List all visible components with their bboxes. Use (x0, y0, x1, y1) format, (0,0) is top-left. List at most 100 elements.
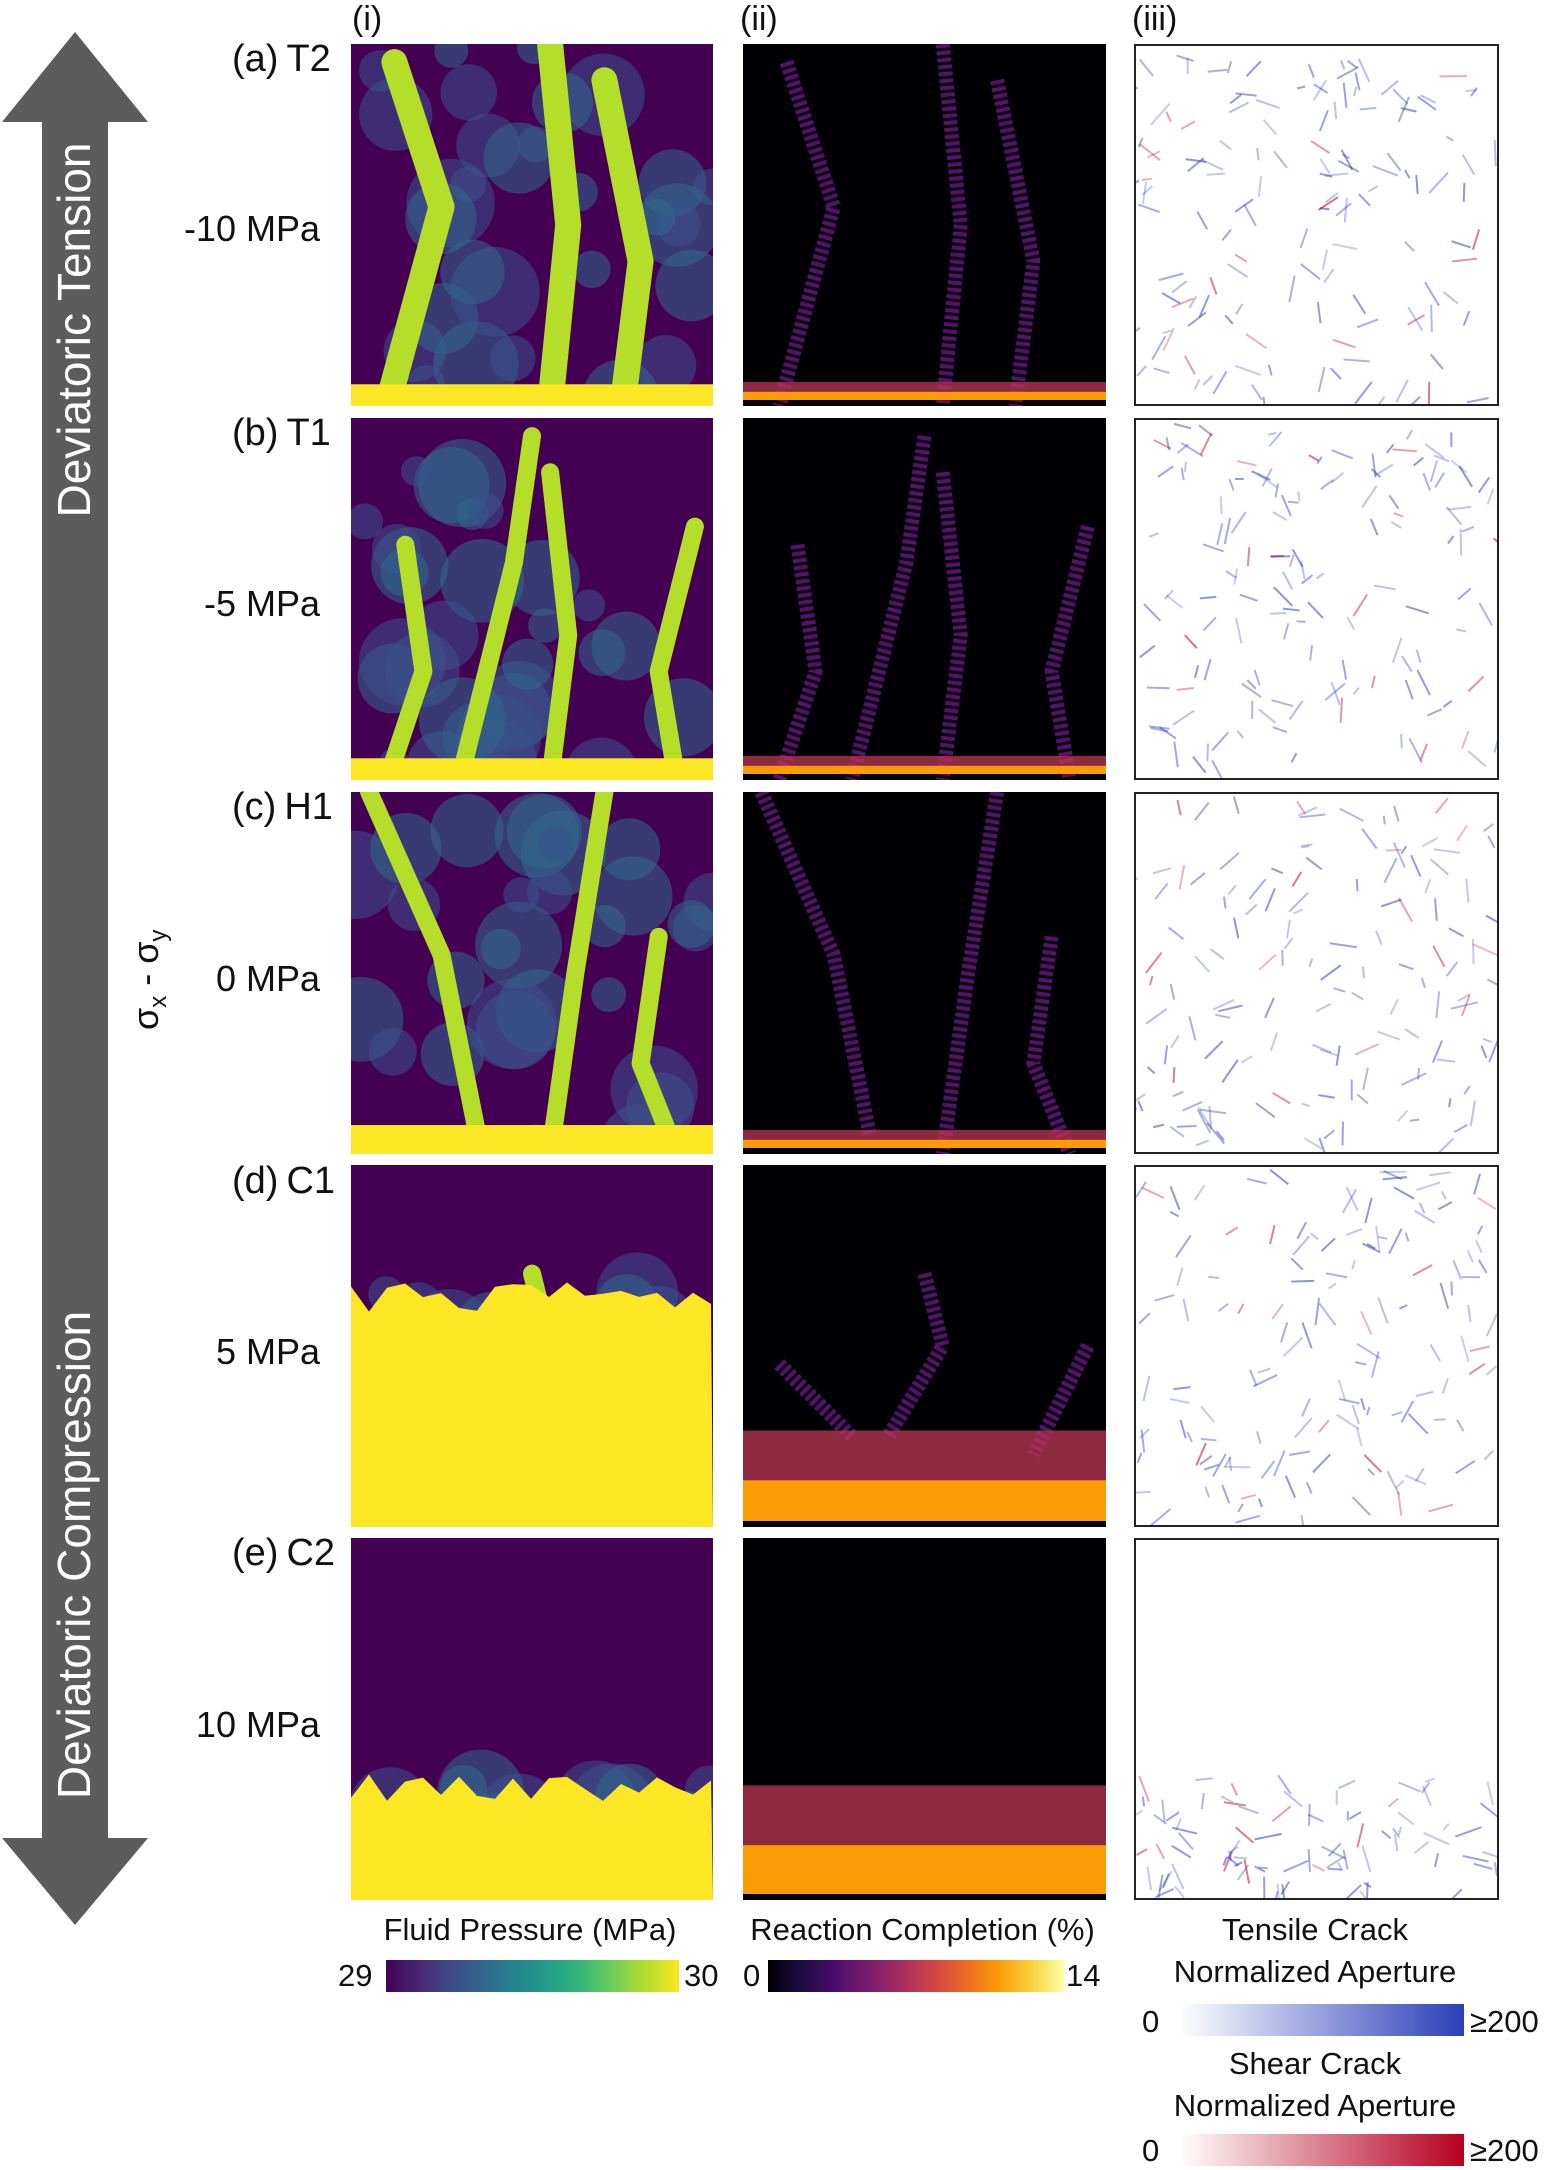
shear-crack (1460, 994, 1471, 1017)
tensile-crack (1280, 1321, 1289, 1343)
tensile-crack (1212, 1453, 1227, 1477)
tensile-crack (1227, 263, 1249, 278)
shear-crack (1387, 1797, 1400, 1808)
tensile-crack (1152, 1123, 1165, 1129)
tensile-crack (1312, 1043, 1332, 1054)
tensile-crack (1462, 310, 1471, 326)
tensile-crack (1269, 1032, 1279, 1052)
tensile-crack (1171, 1863, 1185, 1890)
reaction-band-hot (743, 765, 1106, 774)
tensile-crack (1415, 175, 1419, 195)
pressure-channel (537, 44, 582, 406)
shear-crack (1155, 1843, 1165, 1860)
pressure-channel (591, 67, 654, 406)
tensile-crack (1256, 1431, 1262, 1444)
tensile-crack (1371, 453, 1377, 478)
tensile-crack (1292, 908, 1304, 915)
tensile-crack (1493, 1862, 1497, 1877)
tensile-crack (1327, 1867, 1342, 1871)
shear-crack (1171, 297, 1194, 309)
tensile-crack (1182, 1298, 1190, 1322)
tensile-crack (1146, 686, 1170, 690)
tensile-crack (1230, 511, 1247, 534)
tensile-crack (1180, 467, 1185, 481)
tensile-crack (1136, 1181, 1147, 1198)
tensile-crack (1414, 1209, 1436, 1224)
tensile-crack (1206, 743, 1210, 762)
reaction-channel (845, 435, 932, 780)
tensile-crack (1424, 281, 1440, 307)
tensile-crack (1309, 644, 1314, 661)
tensile-crack (1397, 1826, 1403, 1836)
tensile-crack (1235, 617, 1243, 644)
tensile-crack (1400, 845, 1408, 855)
tensile-crack (1433, 454, 1450, 463)
tensile-crack (1354, 72, 1361, 91)
row-label-4: (e) C2 (232, 1532, 335, 1575)
tensile-crack (1360, 1398, 1366, 1411)
tensile-crack (1398, 963, 1414, 971)
tensile-crack (1465, 878, 1470, 903)
column-header-i: (i) (352, 0, 383, 38)
shear-crack (1245, 333, 1268, 350)
reaction-colorbar (768, 1960, 1064, 1992)
tensile-crack (1461, 154, 1476, 176)
tensile-crack (1233, 568, 1239, 585)
shear-crack (1136, 1848, 1148, 1857)
tensile-crack (1260, 1460, 1276, 1479)
pressure-blob (483, 122, 555, 194)
tensile-crack (1301, 843, 1313, 847)
tensile-crack (1172, 709, 1195, 726)
shear-crack (1234, 1826, 1255, 1844)
pressure-blob (655, 249, 713, 322)
shear-crack (1492, 537, 1497, 543)
tensile-crack (1450, 1281, 1453, 1296)
reaction-completion-panel-2 (743, 792, 1106, 1154)
shear-crack (1332, 338, 1356, 349)
tensile-crack (1223, 517, 1232, 545)
shear-crack (1370, 675, 1376, 689)
tensile-crack (1339, 807, 1365, 822)
pressure-blob (593, 856, 673, 936)
tensile-crack (1229, 94, 1242, 105)
pressure-bottom (351, 1125, 713, 1154)
row-label-1: (b) T1 (232, 412, 331, 455)
tensile-crack (1136, 179, 1140, 184)
shear-colorbar-title-1: Shear Crack (1228, 2046, 1402, 2081)
tensile-crack (1361, 1845, 1372, 1873)
pressure-front (351, 1282, 713, 1527)
shear-crack (1237, 460, 1257, 467)
pressure-channel (541, 792, 614, 1154)
tensile-crack (1270, 612, 1287, 615)
tensile-crack (1140, 1429, 1146, 1453)
tensile-crack (1393, 1834, 1399, 1852)
tensile-crack (1455, 1826, 1482, 1838)
tensile-crack (1267, 431, 1277, 436)
tensile-colorbar-title-2: Normalized Aperture (1173, 1954, 1457, 1989)
tensile-crack (1434, 898, 1438, 921)
tensile-crack (1257, 176, 1263, 197)
tensile-crack (1171, 1826, 1198, 1835)
tensile-crack (1336, 1413, 1360, 1430)
tensile-crack (1336, 66, 1360, 80)
tensile-crack (1225, 570, 1237, 579)
tensile-crack (1351, 1404, 1360, 1425)
tensile-colorbar (1180, 2004, 1464, 2036)
tensile-crack (1219, 139, 1232, 151)
tensile-crack (1314, 1298, 1321, 1326)
tensile-crack (1465, 89, 1478, 92)
tensile-crack (1228, 478, 1235, 491)
tensile-crack (1486, 1365, 1497, 1376)
tensile-crack (1255, 98, 1280, 110)
shear-crack (1223, 1801, 1247, 1807)
tensile-crack (1206, 1122, 1226, 1145)
row-stress-0: -10 MPa (183, 208, 320, 249)
tensile-crack (1204, 1486, 1210, 1498)
pressure-front (351, 1774, 713, 1900)
shear-crack (1296, 800, 1307, 816)
tensile-crack (1337, 1862, 1344, 1872)
shear-crack (1138, 143, 1161, 161)
tensile-crack (1226, 1856, 1240, 1867)
tensile-crack (1373, 584, 1396, 591)
row-code: C2 (286, 1532, 336, 1574)
